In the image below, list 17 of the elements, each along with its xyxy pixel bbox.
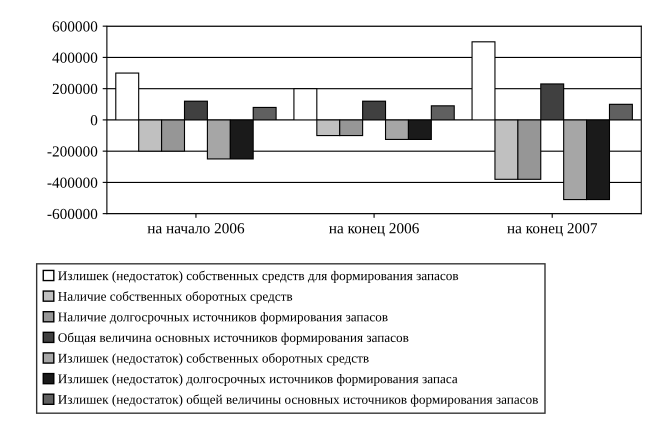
y-tick-label: -200000 [48, 146, 98, 157]
y-tick-label: 600000 [52, 21, 98, 32]
legend-label: Излишек (недостаток) общей величины основных источников формирования запасов [58, 394, 538, 407]
y-tick-label: 200000 [52, 84, 98, 94]
y-tick-label: -400000 [48, 178, 98, 188]
y-tick-label: 0 [90, 115, 98, 126]
x-tick-label: на начало 2006 [148, 223, 244, 234]
x-tick-label: на конец 2007 [507, 223, 598, 236]
y-tick-label: -600000 [48, 208, 98, 220]
legend-label: Излишек (недостаток) собственных оборотных средств [58, 353, 369, 366]
legend-label: Наличие долгосрочных источников формирования запасов [58, 312, 388, 324]
legend-label: Наличие собственных оборотных средств [58, 291, 292, 304]
legend-label: Излишек (недостаток) долгосрочных источников формирования запаса [58, 374, 458, 386]
y-tick-label: 400000 [52, 52, 98, 63]
legend-label: Излишек (недостаток) собственных средств для формирования запасов [58, 270, 458, 283]
x-tick-label: на конец 2006 [329, 223, 419, 236]
legend-label: Общая величина основных источников формирования запасов [58, 332, 408, 345]
